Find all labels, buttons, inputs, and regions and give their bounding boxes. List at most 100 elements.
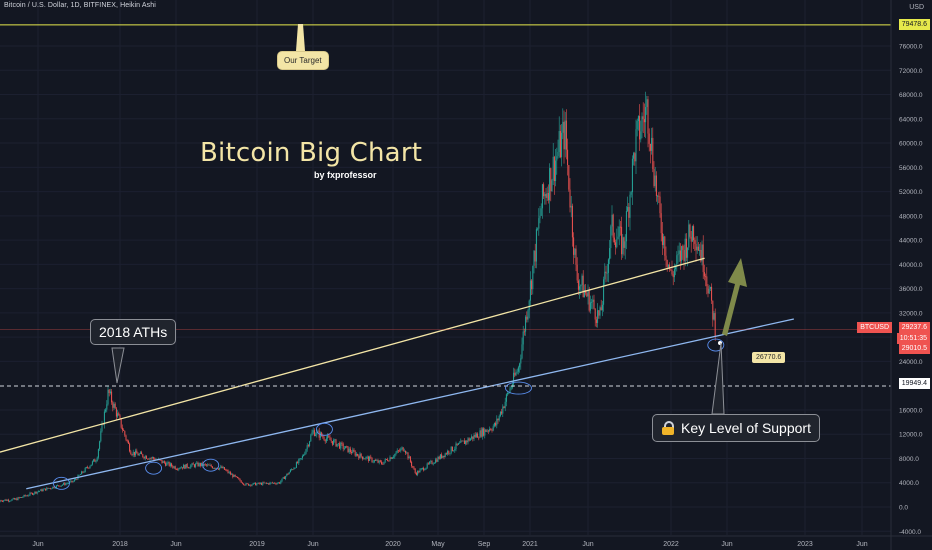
candle-body <box>684 238 686 262</box>
candle-body <box>53 486 55 488</box>
candle-body <box>627 207 629 212</box>
candle-body <box>376 460 378 462</box>
candle-body <box>145 456 147 459</box>
y-tick-label: 24000.0 <box>899 359 923 366</box>
candle-body <box>22 496 24 498</box>
candle-body <box>262 482 264 485</box>
candle-body <box>118 413 120 416</box>
candle-body <box>61 484 63 486</box>
candle-body <box>431 461 433 465</box>
candle-body <box>701 244 703 262</box>
candle-body <box>160 459 162 461</box>
candle-body <box>681 246 683 262</box>
touch-point-ellipse <box>707 338 725 352</box>
candle-body <box>340 442 342 449</box>
candle-body <box>147 458 149 460</box>
candle-body <box>225 469 227 471</box>
candle-body <box>351 451 353 454</box>
candle-body <box>659 196 661 214</box>
candle-body <box>17 497 19 501</box>
candle-body <box>517 367 519 372</box>
candle-body <box>300 458 302 459</box>
candle-body <box>317 430 319 432</box>
touch-point-ellipse <box>145 461 163 475</box>
candle-body <box>587 289 589 297</box>
target-callout[interactable]: Our Target <box>277 51 329 70</box>
candle-body <box>439 454 441 459</box>
candle-body <box>577 280 579 290</box>
candle-body <box>465 440 467 444</box>
candle-body <box>405 450 407 454</box>
candle-body <box>292 469 294 471</box>
candle-body <box>593 299 595 309</box>
candle-body <box>21 497 23 498</box>
candle-body <box>424 469 426 471</box>
candle-body <box>222 467 224 469</box>
candle-body <box>538 218 540 229</box>
candle-body <box>360 453 362 457</box>
candle-body <box>89 466 91 469</box>
candle-body <box>121 427 123 430</box>
y-tick-label: 44000.0 <box>899 238 923 245</box>
candle-body <box>342 443 344 449</box>
candle-body <box>461 440 463 442</box>
candle-body <box>291 469 293 471</box>
candle-body <box>211 466 213 469</box>
candle-body <box>711 286 713 301</box>
candle-body <box>103 411 105 425</box>
x-tick-label: Jun <box>32 541 43 548</box>
support-callout[interactable]: Key Level of Support <box>652 414 820 442</box>
candle-body <box>495 422 497 426</box>
candle-body <box>275 483 277 485</box>
candle-body <box>173 466 175 468</box>
candle-body <box>219 467 221 470</box>
candle-body <box>399 450 401 452</box>
candle-body <box>525 316 527 332</box>
candle-body <box>263 482 265 484</box>
candle-body <box>407 452 409 459</box>
candle-body <box>565 120 567 150</box>
candle-body <box>697 246 699 251</box>
candle-body <box>51 488 53 490</box>
candle-body <box>66 483 68 485</box>
candle-body <box>59 485 61 487</box>
candle-body <box>370 456 372 458</box>
candle-body <box>114 403 116 409</box>
candle-body <box>550 168 552 192</box>
candle-body <box>119 415 121 419</box>
candle-body <box>427 463 429 465</box>
candle-body <box>187 467 189 469</box>
candle-body <box>503 406 505 408</box>
candle-body <box>287 473 289 475</box>
candle-body <box>414 469 416 474</box>
candle-body <box>552 156 554 181</box>
candle-body <box>413 467 415 470</box>
candle-body <box>563 121 565 150</box>
candle-body <box>492 426 494 431</box>
candle-body <box>393 456 395 458</box>
candle-body <box>591 301 593 303</box>
ath-callout[interactable]: 2018 ATHs <box>90 319 177 345</box>
candle-body <box>365 456 367 459</box>
candle-body <box>184 464 186 469</box>
candle-body <box>358 455 360 459</box>
x-tick-label: May <box>431 541 445 548</box>
y-tick-label: 52000.0 <box>899 189 923 196</box>
candle-body <box>303 454 305 457</box>
candle-body <box>481 428 483 437</box>
candle-body <box>306 445 308 450</box>
candle-body <box>516 371 518 373</box>
candle-body <box>685 238 687 258</box>
candle-body <box>388 460 390 462</box>
candle-body <box>113 403 115 408</box>
candle-body <box>99 441 101 450</box>
candle-body <box>9 500 11 502</box>
currency-label: USD <box>909 4 924 11</box>
candle-body <box>475 433 477 437</box>
candle-body <box>454 448 456 451</box>
candle-body <box>95 461 97 462</box>
candle-body <box>23 494 25 497</box>
candle-body <box>574 248 576 255</box>
